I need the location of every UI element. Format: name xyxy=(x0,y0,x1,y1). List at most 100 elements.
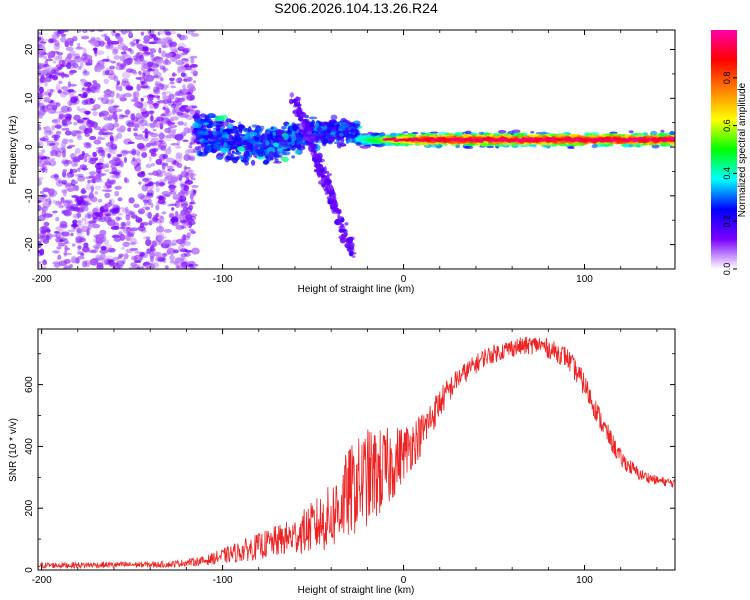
spectrogram-cell xyxy=(48,92,52,98)
spectrogram-cell xyxy=(98,111,103,118)
spectrogram-cell xyxy=(53,173,59,178)
spectrogram-cell xyxy=(112,171,120,175)
spectrogram-cell xyxy=(113,234,122,243)
spectrogram-cell xyxy=(40,38,49,42)
spectrogram-cell xyxy=(87,179,91,184)
spectrogram-cell xyxy=(175,77,183,84)
spectrogram-cell xyxy=(183,154,191,162)
spectrogram-cell xyxy=(97,135,102,139)
spectrogram-cell xyxy=(160,77,164,82)
spectrogram-cell xyxy=(75,130,84,134)
spectrogram-cell xyxy=(122,53,129,57)
spectrogram-cell xyxy=(99,217,103,221)
spectrogram-cell xyxy=(171,207,175,211)
spectrogram-cell xyxy=(148,110,155,114)
spectrogram-cell xyxy=(86,86,92,94)
spectrogram-cell xyxy=(202,139,209,143)
spectrogram-y-label: Frequency (Hz) xyxy=(8,116,19,185)
spectrogram-cell xyxy=(111,179,116,185)
spectrogram-cell xyxy=(164,91,172,94)
snr-y-label: SNR (10 * v/v) xyxy=(8,418,19,482)
spectrogram-cell xyxy=(106,178,111,185)
spectrogram-cell xyxy=(164,52,173,58)
spectrogram-cell xyxy=(223,142,228,148)
spectrogram-cell xyxy=(310,149,317,153)
spectrogram-cell xyxy=(98,158,105,163)
spectrogram-cell xyxy=(139,124,145,130)
spectrogram-cell xyxy=(140,97,144,102)
spectrogram-cell xyxy=(45,162,52,166)
spectrogram-cell xyxy=(70,257,79,264)
spectrogram-cell xyxy=(109,175,115,178)
spectrogram-cell xyxy=(587,134,596,138)
spectrogram-cell xyxy=(43,126,48,130)
spectrogram-cell xyxy=(143,101,148,108)
spectrogram-cell xyxy=(182,195,186,201)
spectrogram-cell xyxy=(164,127,171,133)
spectrogram-cell xyxy=(90,249,98,254)
spectrogram-cell xyxy=(103,239,110,246)
spectrogram-cell xyxy=(138,133,144,137)
spectrogram-cell xyxy=(154,122,161,128)
spectrogram-cell xyxy=(105,99,114,105)
spectrogram-cell xyxy=(140,72,144,79)
spectrogram-cell xyxy=(58,260,68,267)
spectrogram-cell xyxy=(368,140,376,144)
spectrogram-cell xyxy=(78,125,87,131)
snr-y-tick-label: 200 xyxy=(24,499,35,516)
spectrogram-cell xyxy=(337,137,342,141)
spectrogram-cell xyxy=(122,241,130,248)
spectrogram-cell xyxy=(125,85,134,91)
spectrogram-cell xyxy=(192,70,198,77)
spectrogram-cell xyxy=(132,157,136,162)
spectrogram-cell xyxy=(77,132,81,139)
spectrogram-cell xyxy=(340,217,345,223)
spectrogram-cell xyxy=(64,199,73,205)
spectrogram-cell xyxy=(280,126,287,130)
spectrogram-cell xyxy=(77,42,81,48)
spectrogram-cell xyxy=(81,205,85,213)
spectrogram-cell xyxy=(53,230,60,234)
spectrogram-cell xyxy=(261,135,266,141)
spectrogram-x-tick-label: -200 xyxy=(32,274,52,285)
spectrogram-cell xyxy=(55,177,61,182)
spectrogram-cell xyxy=(215,115,225,122)
spectrogram-cell xyxy=(64,130,72,136)
spectrogram-cell xyxy=(68,99,72,107)
spectrogram-cell xyxy=(215,135,224,143)
spectrogram-cell xyxy=(174,257,184,261)
spectrogram-cell xyxy=(110,225,120,230)
spectrogram-cell xyxy=(204,144,210,151)
spectrogram-cell xyxy=(378,133,384,137)
spectrogram-cell xyxy=(161,190,171,196)
spectrogram-cell xyxy=(74,98,80,105)
spectrogram-cell xyxy=(55,130,62,135)
spectrogram-cell xyxy=(189,201,196,205)
spectrogram-cell xyxy=(182,84,186,90)
spectrogram-cell xyxy=(669,130,675,136)
spectrogram-cell xyxy=(262,160,269,165)
spectrogram-cell xyxy=(181,61,189,65)
spectrogram-cell xyxy=(64,74,70,78)
spectrogram-cell xyxy=(89,30,96,33)
spectrogram-cell xyxy=(157,234,165,242)
spectrogram-cell xyxy=(101,152,105,159)
spectrogram-cell xyxy=(73,56,82,63)
spectrogram-cell xyxy=(314,153,321,161)
spectrogram-cell xyxy=(90,86,96,93)
spectrogram-cell xyxy=(165,134,174,139)
spectrogram-cell xyxy=(190,230,197,234)
spectrogram-cell xyxy=(82,91,88,98)
spectrogram-cell xyxy=(161,44,170,48)
spectrogram-cell xyxy=(111,163,117,170)
spectrogram-cell xyxy=(163,193,168,197)
spectrogram-cell xyxy=(270,126,274,130)
spectrogram-cell xyxy=(41,52,48,55)
spectrogram-cell xyxy=(38,215,43,221)
spectrogram-cell xyxy=(97,198,103,203)
spectrogram-cell xyxy=(55,83,61,91)
spectrogram-cell xyxy=(348,248,355,253)
spectrogram-cell xyxy=(139,119,148,127)
spectrogram-cell xyxy=(104,192,111,199)
